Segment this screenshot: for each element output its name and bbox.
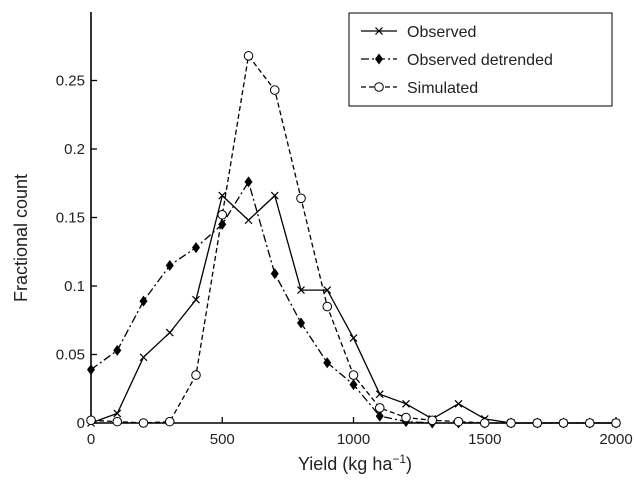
circle-marker (558, 418, 569, 428)
circle-marker (112, 416, 123, 427)
x-marker (270, 191, 279, 200)
y-tick-label: 0.2 (64, 141, 85, 158)
legend-entry: Observed detrended (361, 52, 553, 69)
circle-marker (86, 415, 96, 426)
circle-marker (453, 416, 464, 427)
circle-marker (296, 193, 306, 204)
circle-marker (479, 418, 490, 428)
circle-marker (584, 418, 595, 428)
diamond-marker (323, 357, 332, 369)
series-x (87, 191, 620, 427)
circle-marker (217, 209, 228, 220)
circle-marker (506, 418, 516, 428)
x-marker (323, 286, 332, 295)
y-axis-title: Fractional count (11, 174, 31, 302)
circle-marker (348, 370, 359, 380)
x-tick-label: 1000 (337, 431, 370, 448)
diamond-marker (113, 344, 122, 356)
x-marker (113, 409, 122, 418)
y-tick-label: 0 (77, 415, 85, 432)
x-tick-label: 500 (210, 431, 235, 448)
circle-marker (322, 301, 333, 312)
series-diamond (87, 176, 620, 429)
legend-label: Observed (407, 24, 476, 41)
diamond-marker (375, 53, 383, 65)
series-circle (86, 51, 621, 428)
x-tick-label: 2000 (599, 431, 632, 448)
x-marker (192, 295, 200, 304)
x-tick-label: 1500 (468, 431, 501, 448)
y-tick-label: 0.1 (64, 278, 85, 295)
x-marker (139, 353, 148, 362)
axes: 0 0.05 0.1 0.15 0.2 0.25 0 500 1000 1500 2000 (56, 12, 633, 448)
legend: Observed Observed detrended Simulated (348, 12, 613, 107)
x-axis-title-main: Yield (kg ha (298, 454, 393, 474)
x-axis-title-close: ) (406, 454, 412, 474)
circle-marker (611, 418, 621, 428)
circle-marker (269, 85, 280, 95)
diamond-marker (139, 295, 148, 307)
circle-marker (191, 370, 201, 380)
series-line (90, 54, 616, 424)
diamond-marker (192, 242, 200, 254)
x-marker (402, 399, 410, 408)
circle-marker (532, 418, 543, 428)
circle-marker (138, 418, 149, 428)
legend-label: Simulated (407, 80, 478, 97)
diamond-marker (244, 176, 253, 188)
x-marker (297, 286, 305, 295)
x-tick-label: 0 (87, 431, 95, 448)
x-marker (349, 334, 358, 342)
x-marker (218, 191, 227, 200)
diamond-marker (270, 268, 279, 280)
diamond-marker (165, 259, 174, 271)
circle-marker (401, 412, 411, 423)
diamond-marker (375, 410, 384, 422)
x-axis-title-sup: −1 (392, 452, 406, 466)
circle-marker (427, 415, 438, 426)
circle-marker (374, 403, 385, 413)
x-marker (454, 399, 463, 408)
x-marker (375, 27, 383, 35)
legend-label: Observed detrended (407, 52, 553, 69)
series-layer (86, 51, 621, 429)
y-tick-label: 0.25 (56, 73, 85, 90)
x-axis-title: Yield (kg ha−1) (298, 452, 412, 474)
circle-marker (243, 51, 254, 61)
y-tick-label: 0.05 (56, 347, 85, 364)
x-marker (244, 216, 253, 225)
y-tick-label: 0.15 (56, 210, 85, 227)
diamond-marker (87, 364, 95, 376)
diamond-marker (297, 317, 305, 329)
diamond-marker (349, 379, 358, 391)
x-marker (375, 390, 384, 399)
circle-marker (374, 82, 384, 92)
legend-box (348, 12, 613, 107)
x-marker (165, 328, 174, 337)
legend-entry: Simulated (361, 80, 478, 97)
circle-marker (164, 416, 175, 427)
legend-entry: Observed (361, 24, 476, 41)
